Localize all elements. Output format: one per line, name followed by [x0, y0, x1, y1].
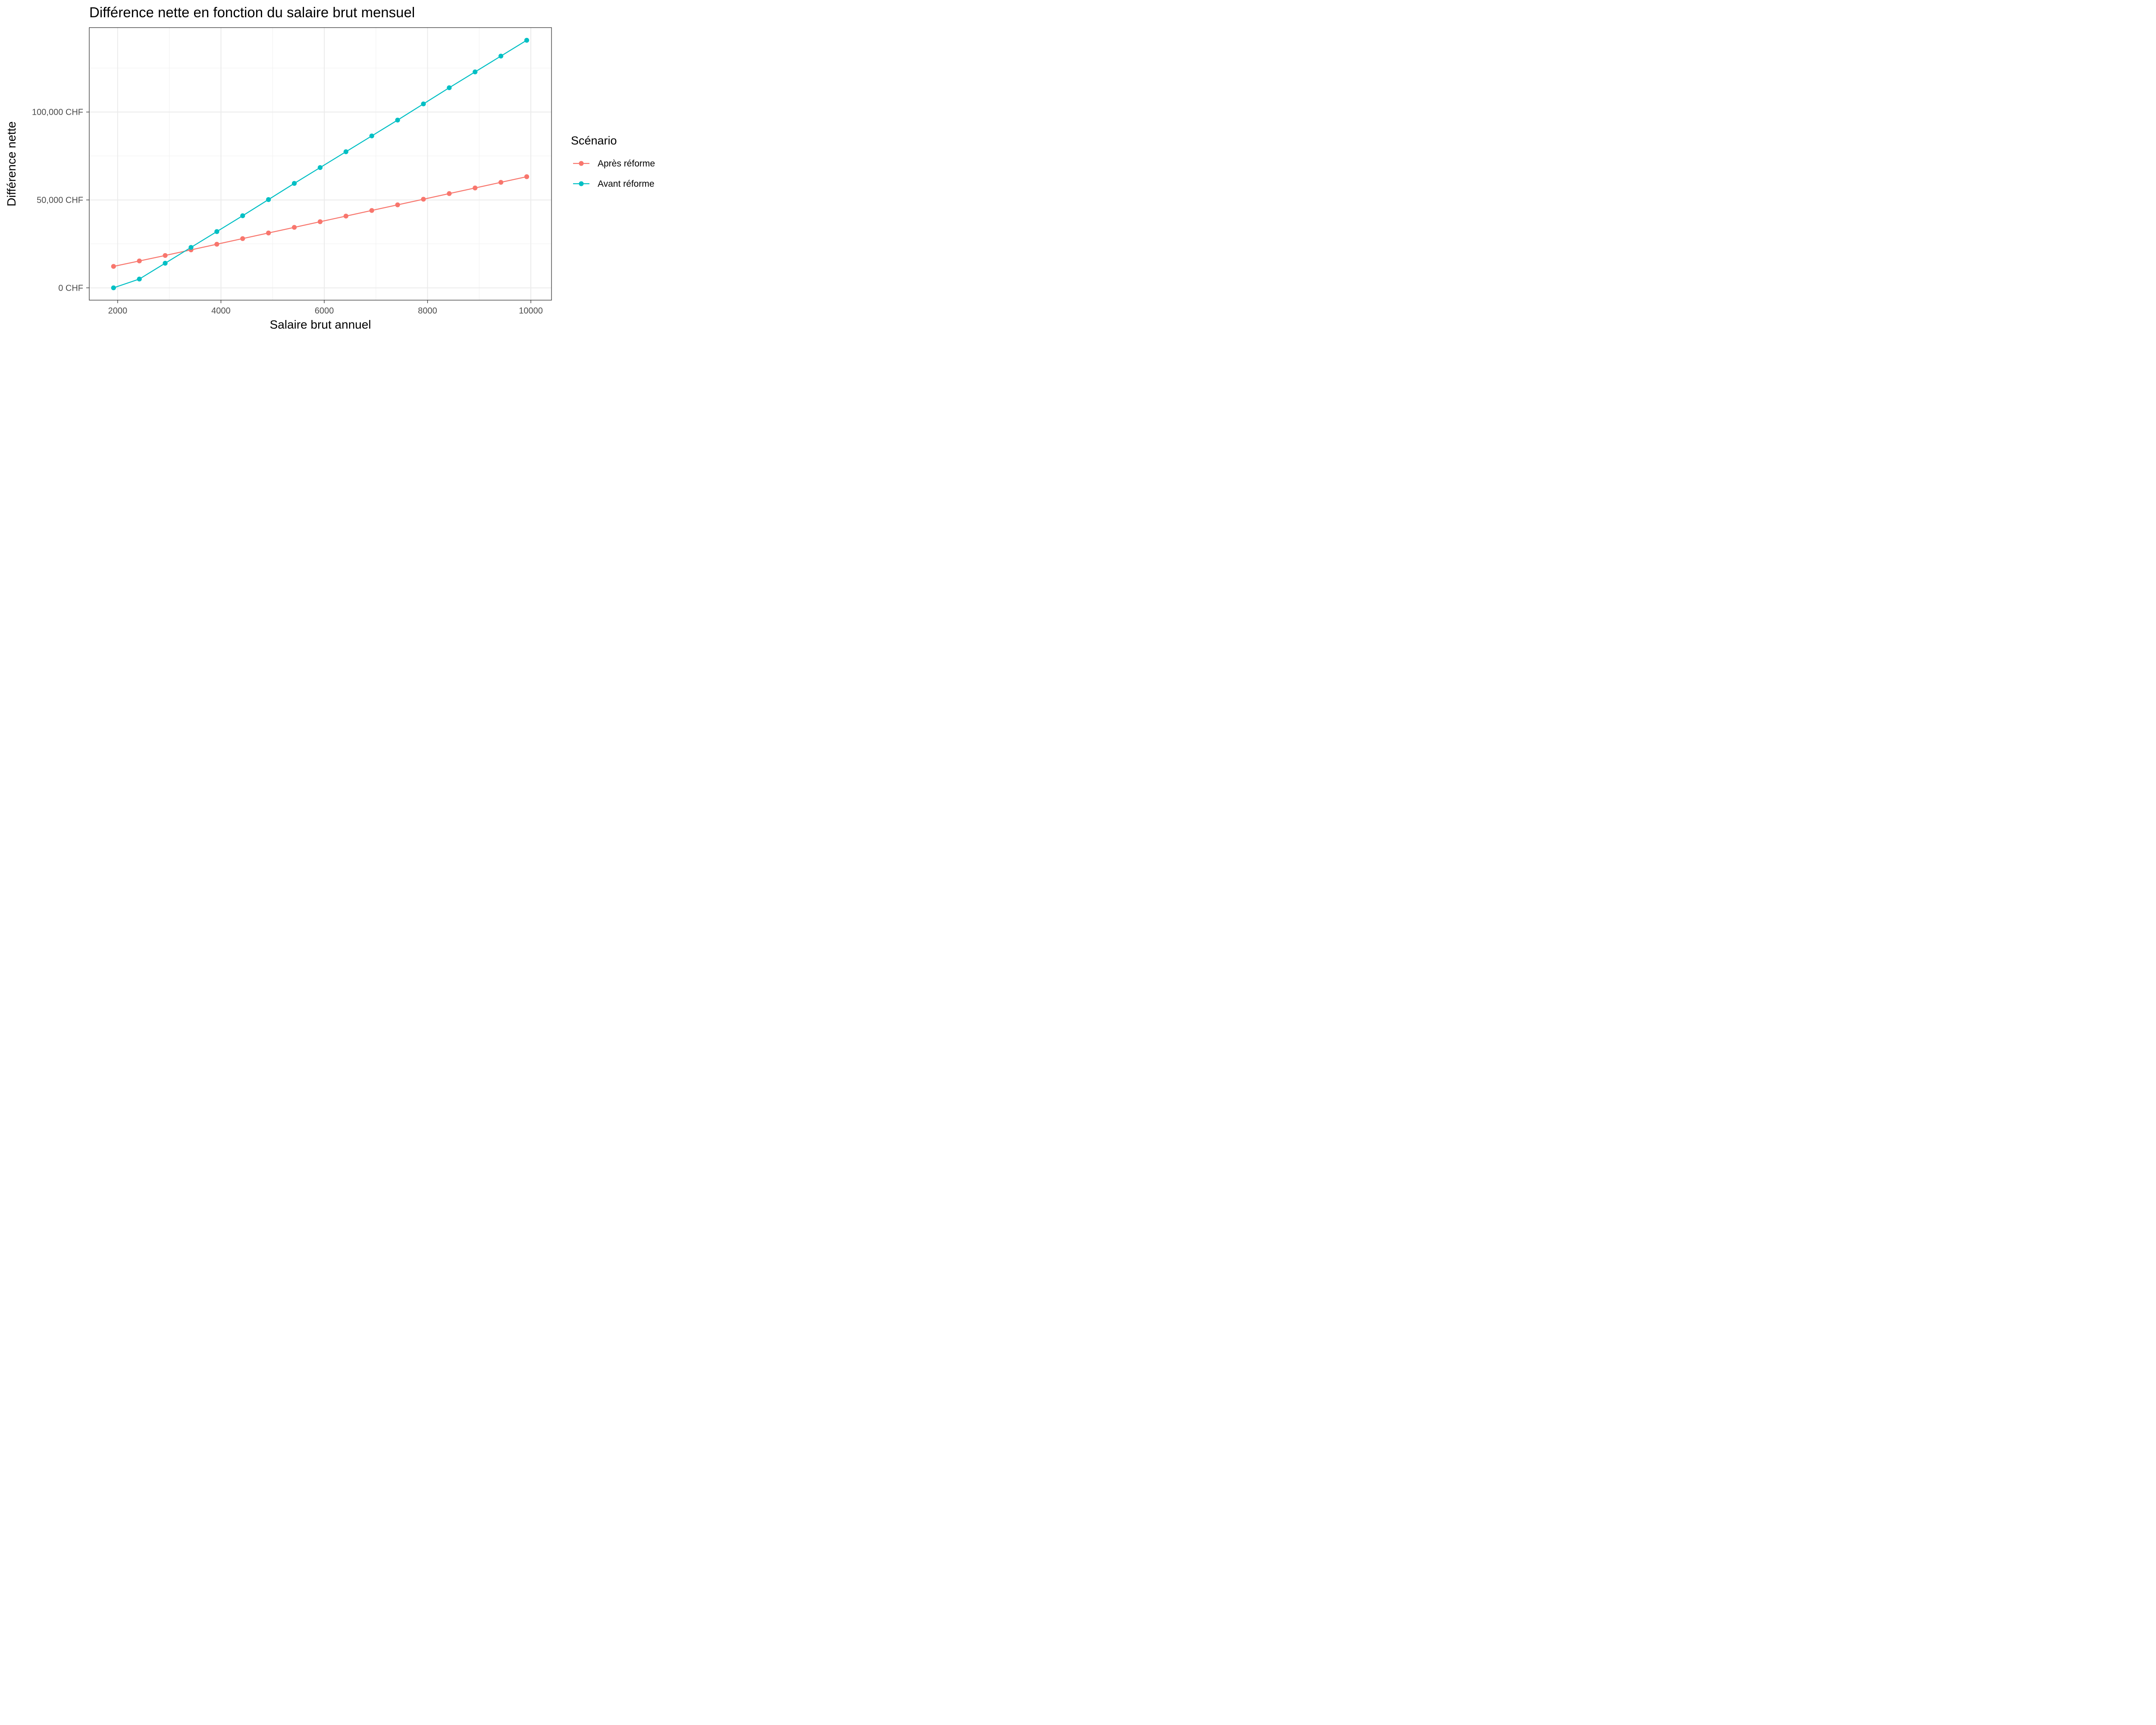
data-point-s1-11 [395, 117, 400, 123]
data-point-s1-13 [447, 85, 452, 91]
legend-key-point-0 [579, 161, 584, 166]
data-point-s1-15 [498, 53, 504, 59]
x-tick-label: 10000 [519, 306, 543, 316]
y-axis-label: Différence nette [5, 121, 18, 206]
data-point-s0-2 [163, 253, 168, 258]
x-tick-label: 2000 [108, 306, 128, 316]
data-point-s0-1 [137, 258, 142, 263]
y-tick-label: 100,000 CHF [32, 108, 83, 117]
data-point-s1-10 [369, 133, 374, 138]
y-tick-label: 50,000 CHF [37, 196, 83, 205]
legend-label-0: Après réforme [598, 159, 655, 169]
data-point-s0-13 [447, 191, 452, 196]
data-point-s0-11 [395, 202, 400, 207]
data-point-s1-0 [111, 285, 116, 291]
data-point-s0-14 [473, 185, 478, 191]
data-point-s0-5 [240, 236, 245, 241]
legend: Scénario Après réforme Avant réforme [571, 134, 655, 189]
data-point-s1-14 [473, 69, 478, 75]
data-point-s0-10 [369, 208, 374, 213]
data-point-s0-8 [317, 219, 323, 224]
chart: Différence nette en fonction du salaire … [0, 0, 667, 333]
y-tick-label: 0 CHF [58, 283, 83, 293]
data-point-s1-7 [291, 181, 297, 186]
data-point-s0-6 [266, 230, 271, 235]
data-point-s1-6 [266, 197, 271, 202]
plot-border [89, 27, 552, 301]
data-point-s0-4 [214, 242, 219, 247]
data-point-s1-2 [163, 260, 168, 266]
x-tick-label: 4000 [211, 306, 231, 316]
data-point-s1-16 [524, 38, 530, 43]
data-point-s1-12 [421, 101, 426, 107]
data-point-s0-0 [111, 264, 116, 269]
legend-title: Scénario [571, 134, 617, 147]
data-point-s0-15 [498, 180, 504, 185]
data-point-s1-3 [188, 245, 194, 250]
data-point-s1-9 [343, 149, 348, 154]
legend-label-1: Avant réforme [598, 179, 655, 189]
data-point-s0-12 [421, 197, 426, 202]
data-point-s1-5 [240, 213, 245, 218]
data-point-s1-4 [214, 229, 219, 234]
plot-area: 2000 4000 6000 8000 10000 0 CHF 50,000 CHF 100,… [32, 27, 552, 316]
x-tick-label: 6000 [315, 306, 334, 316]
plot-panel [89, 28, 552, 300]
data-point-s1-1 [137, 276, 142, 282]
x-tick-label: 8000 [418, 306, 437, 316]
data-point-s0-9 [343, 213, 348, 219]
data-point-s0-7 [291, 225, 297, 230]
legend-key-point-1 [579, 181, 584, 186]
chart-title: Différence nette en fonction du salaire … [89, 4, 415, 20]
data-point-s1-8 [317, 165, 323, 170]
chart-svg: Différence nette en fonction du salaire … [5, 4, 655, 331]
data-point-s0-16 [524, 174, 530, 179]
x-axis-label: Salaire brut annuel [270, 318, 371, 331]
